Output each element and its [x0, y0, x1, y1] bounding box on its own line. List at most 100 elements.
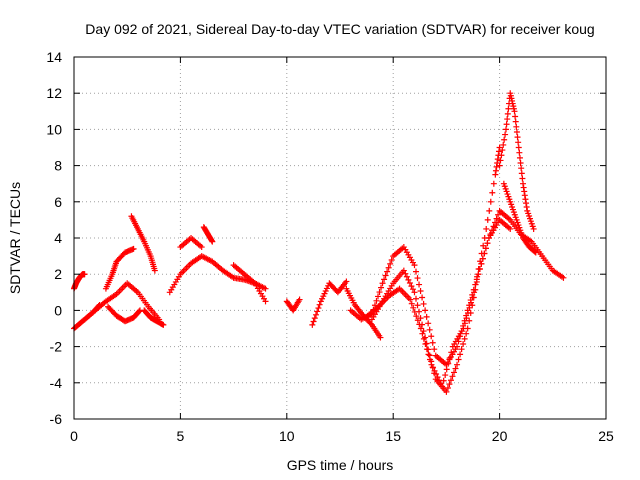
- data-point: [458, 346, 465, 353]
- data-point: [492, 219, 499, 226]
- data-point: [447, 377, 454, 384]
- x-tick-label: 0: [70, 428, 78, 444]
- data-point: [442, 372, 449, 379]
- x-tick-label: 20: [492, 428, 508, 444]
- data-point: [419, 330, 426, 337]
- data-point: [464, 309, 471, 316]
- data-point: [379, 280, 386, 287]
- data-point: [504, 110, 511, 117]
- data-point: [428, 361, 435, 368]
- data-point: [517, 160, 524, 167]
- x-tick-label: 10: [279, 428, 295, 444]
- data-point: [425, 351, 432, 358]
- data-point: [434, 374, 441, 381]
- data-point: [309, 321, 316, 328]
- data-point: [417, 325, 424, 332]
- data-point: [433, 371, 440, 378]
- data-point: [466, 304, 473, 311]
- data-point: [463, 330, 470, 337]
- data-point: [422, 307, 429, 314]
- data-point: [262, 298, 269, 305]
- data-point: [505, 105, 512, 112]
- data-point: [198, 244, 205, 251]
- data-point: [489, 189, 496, 196]
- data-point: [136, 308, 143, 315]
- series-arc-d: [102, 245, 137, 292]
- data-point: [468, 299, 475, 306]
- data-point: [422, 341, 429, 348]
- y-tick-label: 14: [46, 49, 62, 65]
- series-arc-g: [141, 307, 167, 328]
- data-point: [560, 274, 567, 281]
- data-point: [507, 225, 514, 232]
- data-point: [513, 123, 520, 130]
- y-tick-label: 6: [54, 194, 62, 210]
- data-point: [516, 149, 523, 156]
- data-point: [423, 313, 430, 320]
- data-point: [413, 313, 420, 320]
- data-point: [484, 240, 491, 247]
- data-point: [495, 211, 502, 218]
- data-point: [431, 346, 438, 353]
- data-point: [515, 139, 522, 146]
- data-point: [501, 136, 508, 143]
- data-point: [429, 339, 436, 346]
- data-point: [454, 361, 461, 368]
- data-point: [455, 356, 462, 363]
- data-point: [521, 188, 528, 195]
- data-point: [512, 113, 519, 120]
- data-point: [475, 266, 482, 273]
- data-point: [519, 175, 526, 182]
- data-point: [480, 242, 487, 249]
- data-point: [402, 270, 409, 277]
- data-point: [497, 157, 504, 164]
- data-point: [407, 296, 414, 303]
- data-point: [367, 320, 374, 327]
- data-point: [312, 311, 319, 318]
- data-point: [426, 326, 433, 333]
- y-tick-label: -2: [50, 339, 63, 355]
- data-point: [377, 334, 384, 341]
- data-point: [484, 216, 491, 223]
- series-arc-a: [71, 271, 88, 292]
- data-point: [437, 380, 444, 387]
- chart-title: Day 092 of 2021, Sidereal Day-to-day VTE…: [85, 21, 594, 37]
- data-point: [478, 250, 485, 257]
- data-point: [495, 148, 502, 155]
- data-point: [457, 351, 464, 358]
- data-point: [160, 321, 167, 328]
- series-arc-i: [177, 235, 205, 251]
- data-point: [532, 249, 539, 256]
- data-point: [513, 128, 520, 135]
- data-point: [408, 283, 415, 290]
- data-point: [461, 320, 468, 327]
- data-point: [463, 315, 470, 322]
- series-arc-n: [343, 285, 384, 341]
- data-point: [523, 200, 530, 207]
- series-arc-m: [309, 278, 350, 328]
- data-point: [446, 381, 453, 388]
- data-point: [388, 256, 395, 263]
- data-point: [406, 279, 413, 286]
- data-point: [469, 294, 476, 301]
- data-point: [503, 121, 510, 128]
- data-point: [428, 333, 435, 340]
- series-arc-l: [283, 296, 303, 314]
- x-tick-label: 15: [385, 428, 401, 444]
- data-point: [439, 383, 446, 390]
- data-point: [316, 301, 323, 308]
- ticks-layer: 0 5 10 15 20 25 -6 -4 -2 0 2 4 6 8 10 12 14: [46, 49, 614, 444]
- series-arc-h: [166, 253, 269, 296]
- data-point: [420, 335, 427, 342]
- data-point: [493, 215, 500, 222]
- series-arc-f: [128, 213, 158, 274]
- data-point: [414, 317, 421, 324]
- data-point: [262, 285, 269, 292]
- data-point: [490, 180, 497, 187]
- data-point: [431, 367, 438, 374]
- y-tick-label: 8: [54, 158, 62, 174]
- data-point: [343, 278, 350, 285]
- data-point: [496, 162, 503, 169]
- data-point: [502, 126, 509, 133]
- data-point: [518, 170, 525, 177]
